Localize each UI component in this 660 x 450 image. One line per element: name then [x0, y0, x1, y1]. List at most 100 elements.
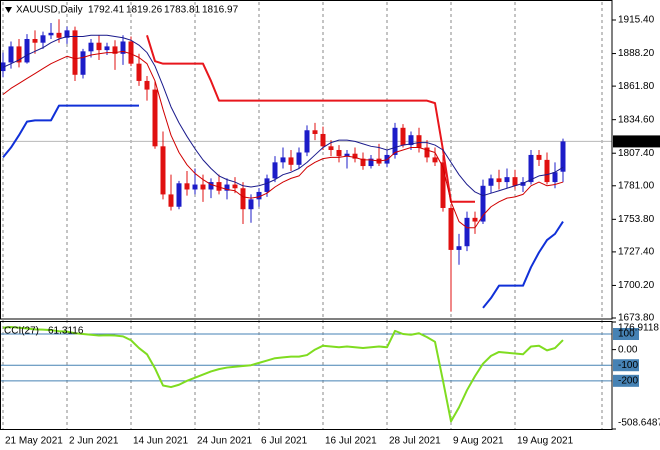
cci-frame: [0, 321, 613, 430]
candle-body: [424, 147, 430, 158]
candle-body: [224, 184, 230, 191]
open-value: 1792.41: [88, 5, 125, 16]
candle-body: [128, 41, 134, 64]
candle-body: [472, 217, 478, 222]
candle-body: [160, 146, 166, 195]
candle-body: [56, 32, 62, 38]
main-frame: [0, 0, 613, 320]
indicator-line: [2, 34, 564, 197]
candle-body: [48, 32, 54, 36]
candle-body: [448, 207, 454, 250]
y-tick-label: 1888.20: [618, 48, 655, 59]
candle-body: [432, 157, 438, 163]
candle-body: [392, 127, 398, 155]
candle-body: [104, 46, 110, 51]
candle-body: [216, 182, 222, 191]
candle-body: [328, 146, 334, 151]
x-tick-label: 2 Jun 2021: [69, 436, 119, 447]
candle-body: [8, 46, 14, 63]
candle-body: [312, 130, 318, 134]
candle-body: [504, 177, 510, 183]
y-tick-label: 1700.20: [618, 280, 655, 291]
candle-body: [456, 246, 462, 250]
x-tick-label: 24 Jun 2021: [197, 436, 252, 447]
candle-body: [416, 135, 422, 148]
close-value: 1816.97: [202, 5, 239, 16]
bid-label-box: [613, 135, 660, 148]
y-tick-label: 1834.60: [618, 114, 655, 125]
indicator-line: [146, 35, 475, 203]
bid-label: 1816.97: [616, 136, 653, 147]
cci-value: 61.3116: [48, 326, 84, 337]
level-label: 100: [618, 329, 635, 340]
chart-title: XAUUSD,Daily: [16, 5, 83, 16]
candle-body: [16, 46, 22, 63]
candle-body: [368, 158, 374, 167]
candle-body: [296, 152, 302, 165]
level-label: -200: [618, 375, 638, 386]
candle-body: [80, 51, 86, 75]
candle-body: [152, 89, 158, 147]
candle-body: [304, 130, 310, 153]
candle-body: [272, 162, 278, 179]
level-label: -100: [618, 360, 638, 371]
candle-body: [208, 182, 214, 190]
candle-body: [552, 172, 558, 183]
candle-body: [496, 178, 502, 183]
candle-body: [72, 30, 78, 75]
indicator-line: [2, 50, 564, 229]
high-value: 1819.26: [126, 5, 163, 16]
candle-body: [200, 184, 206, 190]
candle-body: [40, 35, 46, 43]
candle-body: [0, 62, 6, 72]
candle-body: [288, 157, 294, 165]
y-tick-label: 1915.40: [618, 15, 655, 26]
candle-body: [184, 183, 190, 190]
candle-body: [480, 185, 486, 222]
candle-body: [24, 39, 30, 63]
candle-body: [512, 177, 518, 186]
y-tick-label: 1727.40: [618, 247, 655, 258]
candle-body: [232, 184, 238, 189]
candle-body: [320, 133, 326, 147]
candle-body: [360, 158, 366, 167]
candle-body: [544, 159, 550, 183]
y-tick-label: 1807.40: [618, 148, 655, 159]
y-tick-label: 1861.80: [618, 81, 655, 92]
candle-body: [240, 188, 246, 210]
x-tick-label: 19 Aug 2021: [517, 436, 574, 447]
candle-body: [440, 162, 446, 208]
candle-body: [112, 46, 118, 54]
candle-body: [264, 178, 270, 192]
candle-body: [120, 41, 126, 54]
x-tick-label: 21 May 2021: [5, 436, 63, 447]
menu-arrow: [5, 7, 12, 13]
candle-body: [400, 127, 406, 146]
x-tick-label: 28 Jul 2021: [389, 436, 441, 447]
candle-body: [256, 191, 262, 200]
candle-body: [96, 42, 102, 51]
x-tick-label: 9 Aug 2021: [453, 436, 504, 447]
low-value: 1783.81: [164, 5, 201, 16]
x-tick-label: 14 Jun 2021: [133, 436, 188, 447]
indicator-line: [2, 104, 564, 309]
candle-body: [248, 199, 254, 210]
candle-body: [352, 153, 358, 159]
y-tick-label: 0.00: [618, 344, 638, 355]
y-tick-label: 1673.80: [618, 313, 655, 324]
candle-body: [144, 80, 150, 90]
candle-body: [528, 154, 534, 183]
cci-line: [2, 325, 564, 423]
candle-body: [520, 182, 526, 186]
candle-body: [488, 178, 494, 186]
candle-body: [64, 30, 70, 38]
candle-body: [344, 153, 350, 157]
x-tick-label: 16 Jul 2021: [325, 436, 377, 447]
candle-body: [88, 42, 94, 52]
candle-body: [176, 183, 182, 207]
candle-body: [168, 194, 174, 207]
candle-body: [32, 39, 38, 43]
